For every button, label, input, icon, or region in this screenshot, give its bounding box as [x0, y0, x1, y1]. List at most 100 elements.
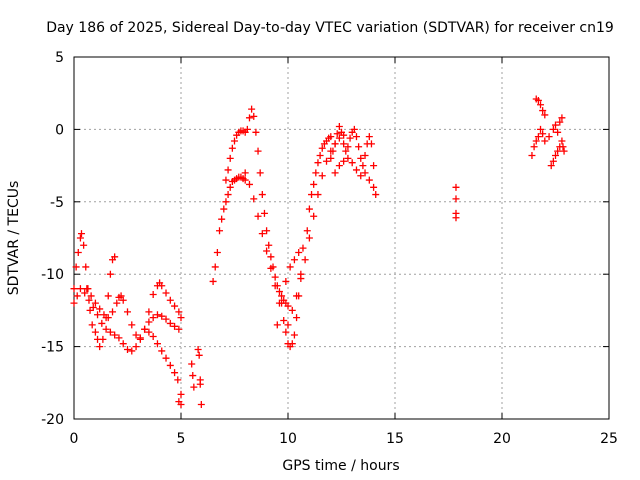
data-point	[370, 183, 378, 191]
data-point	[91, 299, 99, 307]
data-point	[224, 191, 232, 199]
data-point	[263, 227, 271, 235]
data-point	[96, 305, 104, 313]
data-point	[352, 166, 360, 174]
data-point	[559, 143, 567, 151]
data-point	[100, 311, 108, 319]
data-point	[190, 383, 198, 391]
data-point	[166, 361, 174, 369]
data-point	[361, 151, 369, 159]
data-point	[128, 321, 136, 329]
data-point	[72, 263, 80, 271]
data-point	[452, 183, 460, 191]
data-point	[308, 191, 316, 199]
data-point	[141, 325, 149, 333]
data-point	[166, 319, 174, 327]
data-point	[245, 180, 253, 188]
x-axis-label: GPS time / hours	[282, 458, 399, 474]
series-arc-g	[222, 127, 249, 184]
x-tick-labels: 0 5 10 15 20 25	[70, 431, 618, 447]
x-tick-label: 10	[279, 431, 297, 447]
data-point	[260, 209, 268, 217]
data-point	[111, 253, 119, 261]
data-point	[301, 256, 309, 264]
data-point	[344, 154, 352, 162]
data-point	[365, 176, 373, 184]
series-arc-n	[452, 183, 460, 222]
data-point	[284, 302, 292, 310]
y-axis-label: SDTVAR / TECUs	[6, 181, 22, 296]
data-point	[158, 282, 166, 290]
data-point	[119, 340, 127, 348]
data-point	[361, 169, 369, 177]
chart-title: Day 186 of 2025, Sidereal Day-to-day VTE…	[46, 20, 614, 36]
data-point	[333, 130, 341, 138]
x-tick-label: 5	[177, 431, 186, 447]
data-point	[367, 140, 375, 148]
data-point	[88, 321, 96, 329]
series-arc-p	[532, 95, 549, 119]
data-point	[346, 134, 354, 142]
data-point	[132, 343, 140, 351]
data-point	[226, 183, 234, 191]
data-point	[222, 198, 230, 206]
y-tick-label: -15	[41, 340, 64, 356]
data-point	[153, 311, 161, 319]
data-point	[166, 296, 174, 304]
data-point	[220, 205, 228, 213]
data-point	[537, 101, 545, 109]
data-point	[549, 125, 557, 133]
y-tick-label: -10	[41, 267, 64, 283]
data-point	[104, 314, 112, 322]
data-point	[348, 159, 356, 167]
data-point	[286, 263, 294, 271]
data-point	[537, 125, 545, 133]
data-point	[314, 191, 322, 199]
data-point	[288, 306, 296, 314]
data-point	[162, 354, 170, 362]
data-point	[98, 319, 106, 327]
data-point	[267, 264, 275, 272]
data-point	[299, 244, 307, 252]
data-point	[267, 253, 275, 261]
data-point	[293, 292, 301, 300]
data-point	[174, 376, 182, 384]
data-point	[196, 380, 204, 388]
x-tick-label: 0	[70, 431, 79, 447]
data-point	[532, 137, 540, 145]
y-tick-label: -20	[41, 412, 64, 428]
data-point	[290, 331, 298, 339]
data-point	[370, 162, 378, 170]
data-point	[162, 315, 170, 323]
data-point	[263, 247, 271, 255]
data-point	[278, 292, 286, 300]
data-point	[372, 191, 380, 199]
data-point	[350, 125, 358, 133]
data-point	[282, 277, 290, 285]
data-point	[74, 248, 82, 256]
data-point	[541, 137, 549, 145]
data-point	[149, 314, 157, 322]
data-point	[265, 241, 273, 249]
data-point	[284, 321, 292, 329]
data-point	[149, 290, 157, 298]
data-point	[335, 162, 343, 170]
data-point	[275, 288, 283, 296]
data-point	[329, 147, 337, 155]
data-point	[87, 292, 95, 300]
data-point	[288, 340, 296, 348]
data-point	[547, 162, 555, 170]
data-point	[70, 299, 78, 307]
x-tick-label: 15	[386, 431, 404, 447]
data-point	[258, 230, 266, 238]
data-point	[314, 159, 322, 167]
data-point	[81, 289, 89, 297]
data-point	[197, 401, 205, 409]
series-arc-k	[284, 131, 348, 329]
data-point	[327, 133, 335, 141]
series-arc-q	[547, 137, 568, 170]
data-point	[194, 345, 202, 353]
data-point	[278, 299, 286, 307]
data-point	[295, 248, 303, 256]
data-point	[76, 234, 84, 242]
